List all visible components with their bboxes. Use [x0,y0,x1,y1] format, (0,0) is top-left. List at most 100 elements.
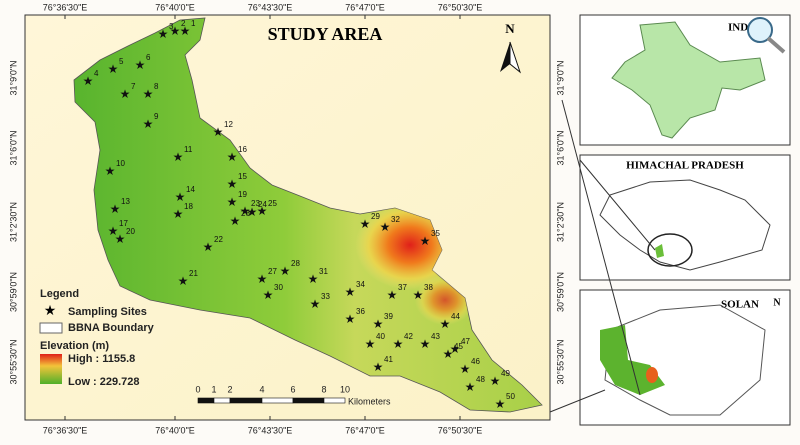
scale-segment [323,397,346,404]
site-marker: ★ [213,125,224,139]
site-label: 17 [119,219,128,228]
site-marker: ★ [420,337,431,351]
site-label: 19 [238,190,247,199]
scale-label: 4 [259,384,264,394]
scale-label: 0 [195,384,200,394]
site-label: 27 [268,267,277,276]
scale-segment [229,397,263,404]
legend-ramp [40,354,62,384]
site-label: 43 [431,332,440,341]
site-marker: ★ [360,217,371,231]
arrow-half [509,41,522,74]
legend-boundary-swatch [39,322,63,334]
site-marker: ★ [173,207,184,221]
site-label: 24 [258,200,267,209]
longitude-label: 76°40'0"E [155,2,195,12]
site-marker: ★ [227,150,238,164]
hp-outline [599,179,771,271]
site-label: 37 [398,283,407,292]
zoom-icon[interactable] [747,17,773,43]
site-marker: ★ [465,380,476,394]
longitude-label: 76°36'30"E [43,2,88,12]
site-label: 40 [376,332,385,341]
legend-boundary: BBNA Boundary [68,322,155,334]
longitude-label: 76°50'30"E [438,2,483,12]
latitude-label: 31°6'0"N [555,130,565,165]
latitude-label: 31°9'0"N [8,60,18,95]
scale-label: 2 [227,384,232,394]
latitude-label: 30°55'30"N [8,339,18,384]
inset-label: SOLAN [721,299,759,311]
scale-segment [197,397,215,404]
site-marker: ★ [158,27,169,41]
site-marker: ★ [143,117,154,131]
longitude-label: 76°47'0"E [345,2,385,12]
site-label: 12 [224,120,233,129]
north-arrow: N [500,21,522,74]
site-marker: ★ [240,204,251,218]
scale-bar: 0 1 2 4 6 8 10 Kilometers [195,384,391,406]
india-outline [611,21,766,139]
map-title: STUDY AREA [268,24,383,44]
legend: Legend ★ Sampling Sites BBNA Boundary El… [39,288,155,388]
site-label: 42 [404,332,413,341]
site-marker: ★ [280,264,291,278]
site-label: 4 [94,69,99,78]
site-marker: ★ [393,337,404,351]
connector [549,389,606,413]
legend-high: High : 1155.8 [68,353,135,365]
longitude-label: 76°50'30"E [438,425,483,435]
site-marker: ★ [227,177,238,191]
site-label: 25 [268,199,277,208]
site-marker: ★ [263,288,274,302]
site-marker: ★ [180,24,191,38]
zoom-icon-handle [766,36,786,54]
site-marker: ★ [490,374,501,388]
site-label: 21 [189,269,198,278]
site-marker: ★ [387,288,398,302]
connector [561,99,641,396]
site-label: 31 [319,267,328,276]
site-marker: ★ [373,317,384,331]
latitude-label: 31°2'30"N [555,202,565,242]
site-label: 10 [116,159,125,168]
site-label: 26 [241,209,250,218]
inset-himachal: HIMACHAL PRADESH [579,154,791,281]
site-label: 44 [451,312,460,321]
scale-label: 1 [211,384,216,394]
site-marker: ★ [247,205,258,219]
site-label: 38 [424,283,433,292]
legend-star: ★ [44,304,57,319]
site-marker: ★ [203,240,214,254]
site-label: 6 [146,53,151,62]
site-marker: ★ [135,58,146,72]
latitude-label: 30°55'30"N [555,339,565,384]
site-label: 14 [186,185,195,194]
site-label: 22 [214,235,223,244]
legend-low: Low : 229.728 [68,376,140,388]
site-label: 9 [154,112,159,121]
site-label: 18 [184,202,193,211]
site-label: 15 [238,172,247,181]
site-marker: ★ [420,234,431,248]
site-label: 33 [321,292,330,301]
scale-segment [292,397,325,404]
site-label: 29 [371,212,380,221]
north-label: N [773,297,781,308]
site-label: 35 [431,229,440,238]
latitude-label: 30°59'0"N [8,272,18,312]
site-label: 7 [131,82,136,91]
site-marker: ★ [227,195,238,209]
site-marker: ★ [178,274,189,288]
site-marker: ★ [105,164,116,178]
hp-highlight [647,233,693,267]
site-label: 28 [291,259,300,268]
site-label: 46 [471,357,480,366]
inset-india: INDIA [579,14,791,146]
scale-unit: Kilometers [348,396,391,406]
longitude-label: 76°40'0"E [155,425,195,435]
site-label: 3 [169,22,174,31]
site-marker: ★ [173,150,184,164]
site-label: 47 [461,337,470,346]
site-marker: ★ [440,317,451,331]
